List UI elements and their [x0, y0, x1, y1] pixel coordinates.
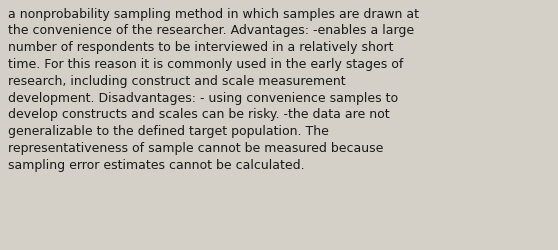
Text: a nonprobability sampling method in which samples are drawn at
the convenience o: a nonprobability sampling method in whic… — [8, 8, 420, 171]
